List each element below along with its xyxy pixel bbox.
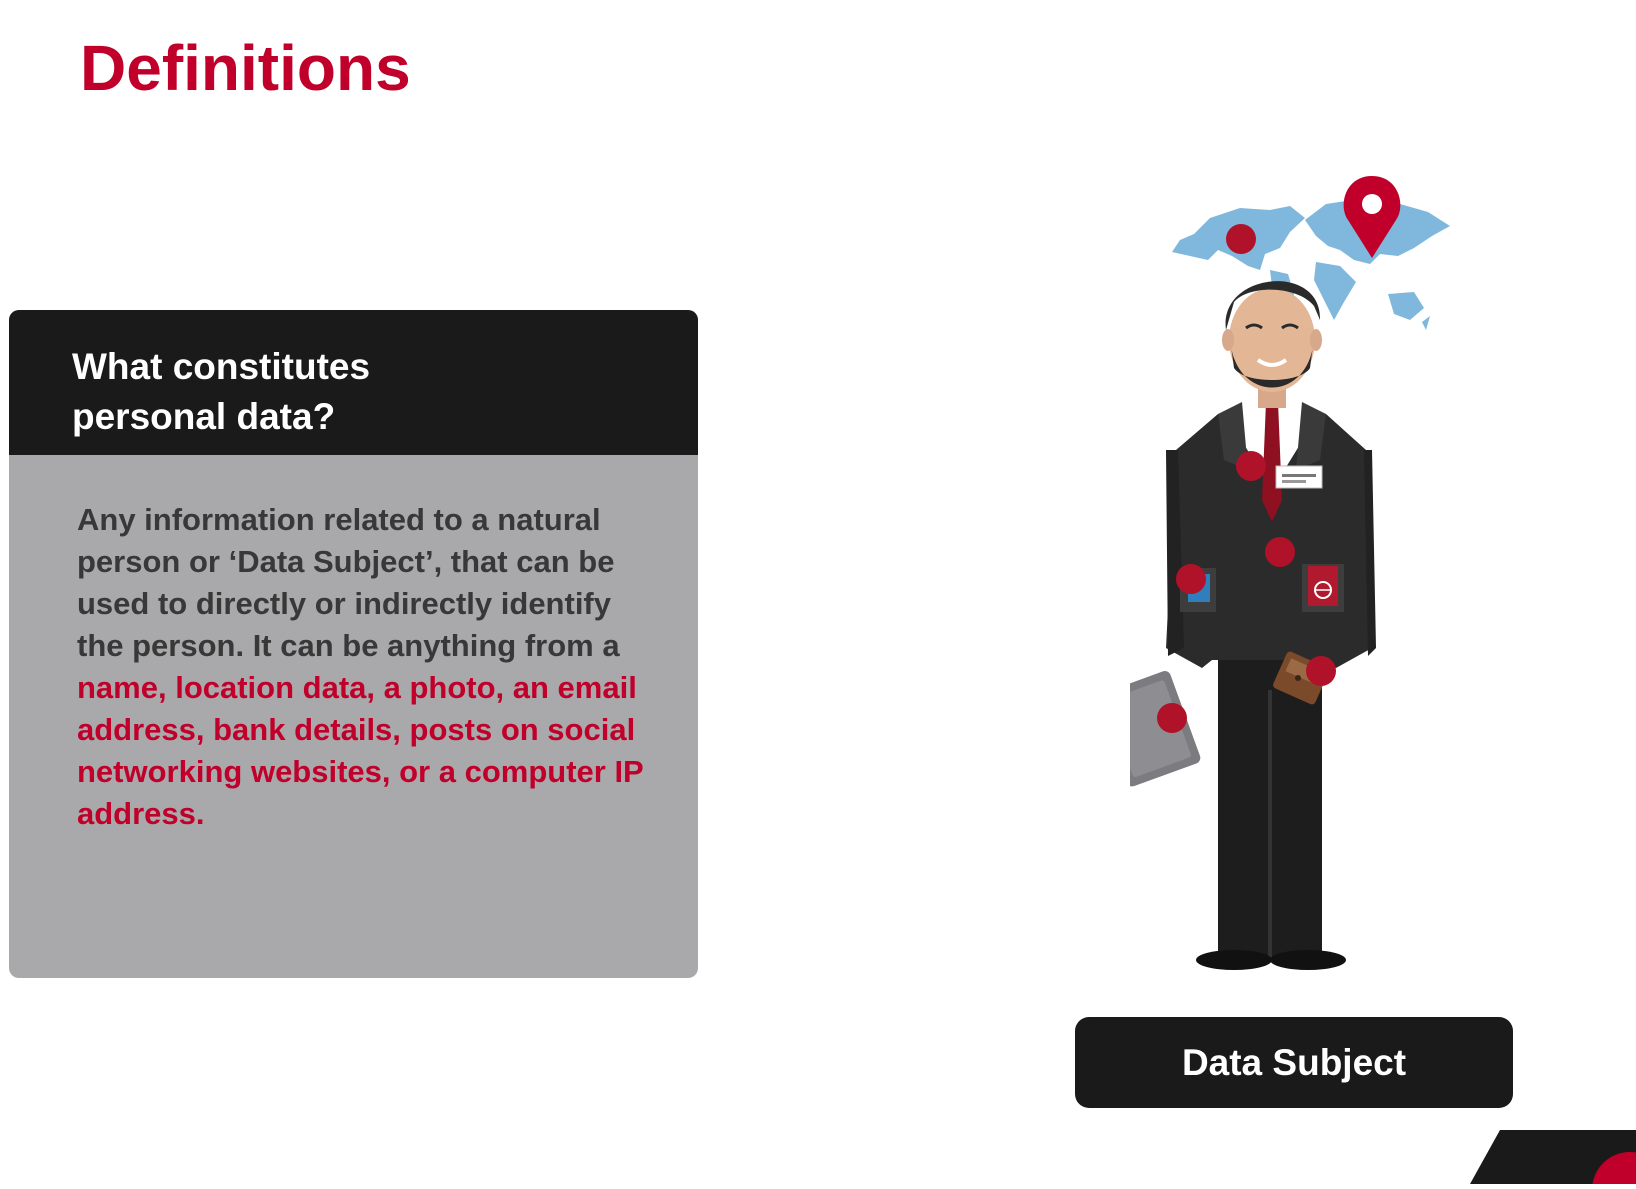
data-subject-label: Data Subject xyxy=(1075,1017,1513,1108)
definition-text-highlight: name, location data, a photo, an email a… xyxy=(77,670,644,831)
definition-card-header: What constitutes personal data? xyxy=(9,310,698,455)
data-subject-svg xyxy=(1093,176,1450,970)
definition-card: What constitutes personal data? Any info… xyxy=(9,310,698,978)
definition-card-title: What constitutes personal data? xyxy=(72,346,371,437)
person-icon xyxy=(1166,281,1376,970)
passport-icon xyxy=(1302,564,1344,612)
brand-corner-svg xyxy=(1470,1130,1636,1189)
location-pin-icon xyxy=(1343,176,1401,258)
definition-text-plain: Any information related to a natural per… xyxy=(77,502,620,663)
marker-dots xyxy=(1093,224,1336,733)
data-subject-label-text: Data Subject xyxy=(1181,1041,1407,1083)
page-title: Definitions xyxy=(80,32,411,104)
world-map-icon xyxy=(1172,198,1450,330)
brand-corner-shape xyxy=(1470,1130,1636,1189)
definition-card-body: Any information related to a natural per… xyxy=(9,455,698,835)
name-badge-icon xyxy=(1275,465,1323,489)
definition-text: Any information related to a natural per… xyxy=(77,499,658,835)
data-subject-illustration xyxy=(1093,170,1490,1010)
